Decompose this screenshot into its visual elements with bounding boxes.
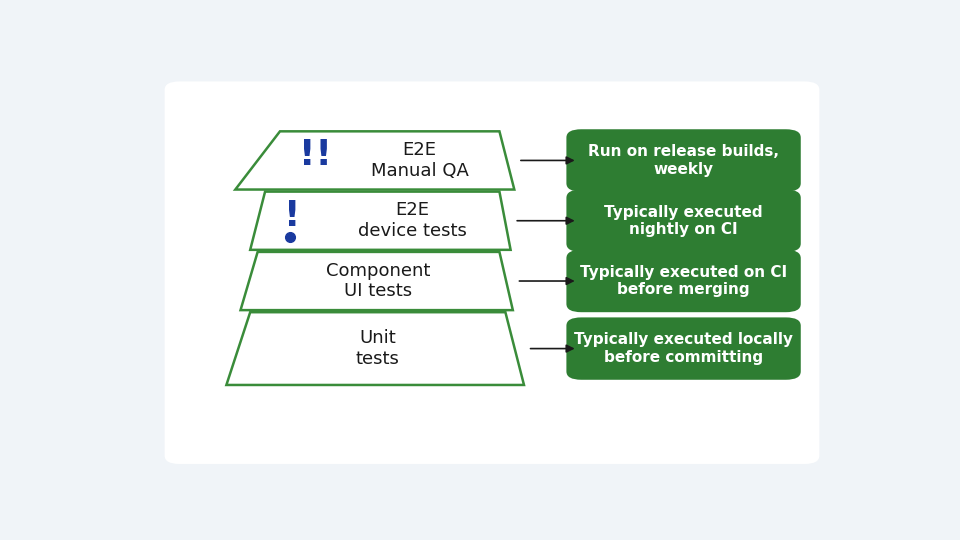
FancyBboxPatch shape [566, 190, 801, 252]
Polygon shape [235, 131, 515, 190]
Text: Typically executed on CI
before merging: Typically executed on CI before merging [580, 265, 787, 297]
Text: Typically executed locally
before committing: Typically executed locally before commit… [574, 333, 793, 365]
Text: Component
UI tests: Component UI tests [326, 261, 431, 300]
FancyBboxPatch shape [566, 318, 801, 380]
Text: E2E
device tests: E2E device tests [357, 201, 467, 240]
Polygon shape [241, 252, 513, 310]
Polygon shape [227, 312, 524, 385]
FancyBboxPatch shape [566, 129, 801, 192]
Text: !!: !! [299, 138, 331, 172]
Text: Run on release builds,
weekly: Run on release builds, weekly [588, 144, 780, 177]
Text: Typically executed
nightly on CI: Typically executed nightly on CI [604, 205, 763, 237]
Text: Unit
tests: Unit tests [356, 329, 399, 368]
FancyBboxPatch shape [165, 82, 820, 464]
Polygon shape [251, 192, 511, 250]
Text: E2E
Manual QA: E2E Manual QA [371, 141, 468, 180]
Text: !: ! [284, 199, 300, 233]
FancyBboxPatch shape [566, 250, 801, 312]
